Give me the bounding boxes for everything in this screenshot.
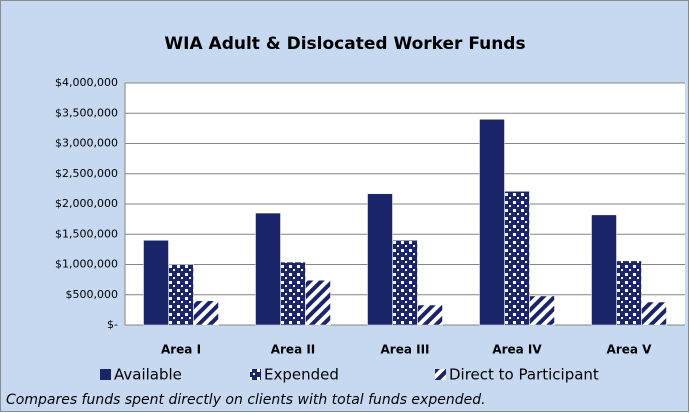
bar <box>479 119 505 326</box>
y-tick-label: $2,500,000 <box>55 167 118 180</box>
bar <box>367 193 393 326</box>
bar <box>504 191 530 326</box>
x-tick-label: Area V <box>607 343 653 357</box>
x-tick-label: Area IV <box>492 343 542 357</box>
x-tick-label: Area III <box>380 343 429 357</box>
legend-label: Direct to Participant <box>449 366 599 384</box>
bar <box>591 214 617 326</box>
y-tick-label: $- <box>107 318 118 331</box>
legend-swatch <box>100 369 111 380</box>
legend-swatch <box>435 369 446 380</box>
bar <box>392 240 418 326</box>
y-tick-label: $500,000 <box>66 288 119 301</box>
bar <box>641 301 667 326</box>
x-tick-label: Area I <box>161 343 201 357</box>
bar <box>305 279 331 326</box>
y-tick-label: $1,500,000 <box>55 227 118 240</box>
y-tick-label: $3,000,000 <box>55 137 118 150</box>
bar <box>616 260 642 326</box>
legend-swatch <box>250 369 261 380</box>
bar <box>417 304 443 326</box>
bar <box>529 295 555 326</box>
bar <box>193 300 219 326</box>
y-tick-label: $4,000,000 <box>55 76 118 89</box>
bar <box>255 212 281 326</box>
bar <box>280 261 306 326</box>
x-tick-label: Area II <box>271 343 316 357</box>
y-tick-label: $2,000,000 <box>55 197 118 210</box>
legend-label: Available <box>114 366 182 384</box>
bar <box>143 240 169 326</box>
legend-label: Expended <box>264 366 339 384</box>
caption: Compares funds spent directly on clients… <box>6 392 486 408</box>
y-tick-label: $3,500,000 <box>55 106 118 119</box>
y-tick-label: $1,000,000 <box>55 258 118 271</box>
chart-title: WIA Adult & Dislocated Worker Funds <box>164 34 525 54</box>
bar <box>168 264 194 326</box>
